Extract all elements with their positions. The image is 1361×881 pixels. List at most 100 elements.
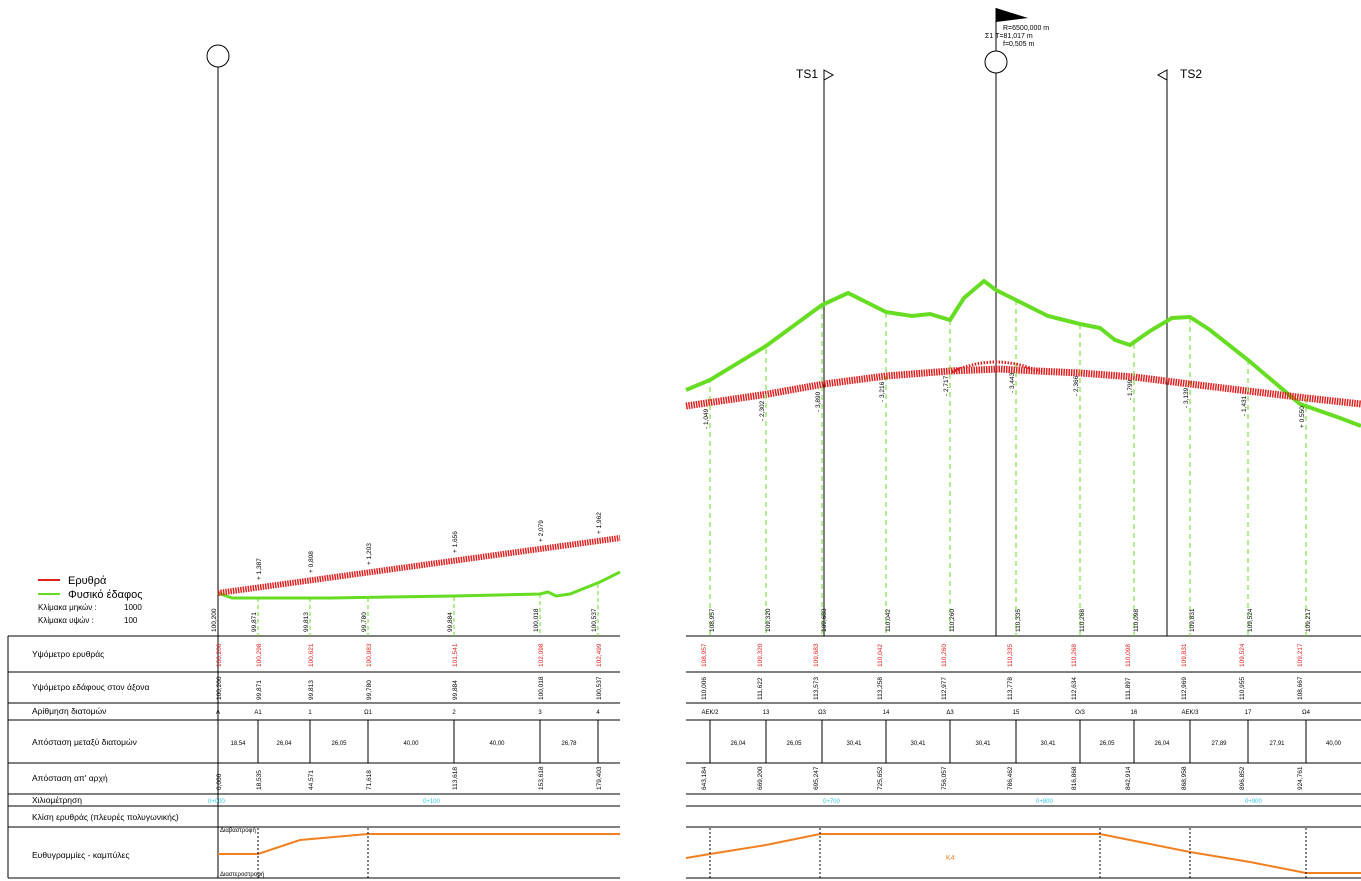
legend-scale-height-label: Κλίμακα υψών : — [38, 616, 94, 625]
spacing-cells: 18,54 26,04 26,05 40,00 40,00 26,78 26,04 26,05… — [230, 720, 1342, 763]
right-red-elevation: 109,320 — [757, 643, 764, 667]
left-diff: + 1,203 — [366, 543, 373, 565]
right-profile — [685, 278, 1361, 428]
chainage-right-1: 0+800 — [1036, 799, 1054, 805]
right-spacing-value: 26,05 — [786, 741, 802, 747]
left-axis-ground-label: 99,813 — [303, 612, 310, 632]
left-diff: + 1,962 — [596, 512, 603, 534]
left-diff: + 2,079 — [538, 520, 545, 542]
right-diff: - 3,890 — [815, 391, 822, 412]
left-axis-ground-label: 99,780 — [361, 612, 368, 632]
left-spacing-value: 40,00 — [489, 741, 505, 747]
left-alignment: Διαβαστροφή Διαστεροστροφή — [218, 827, 620, 878]
row-label-alignment: Ευθυγραμμίες - καμπύλες — [32, 850, 129, 860]
left-section-name: 3 — [538, 710, 542, 716]
left-axis-ground-label: 100,537 — [591, 608, 598, 632]
right-spacing-value: 30,41 — [975, 741, 991, 747]
right-diff: - 2,366 — [1073, 375, 1080, 396]
row-label-section-spacing: Απόσταση μεταξύ διατομών — [32, 737, 137, 747]
left-distance: 113,618 — [452, 767, 459, 790]
right-distance: 868,958 — [1181, 766, 1188, 790]
row-label-distance-from-start: Απόσταση απ' αρχή — [32, 773, 108, 783]
right-axis-label: 110,260 — [949, 609, 956, 632]
left-alignment-text-bottom: Διαστεροστροφή — [220, 871, 264, 878]
left-red-elevation: 100,983 — [366, 643, 373, 667]
row-label-grade: Κλίση ερυθράς (πλευρές πολυγωνικής) — [32, 812, 179, 822]
left-section-name: 2 — [452, 710, 456, 716]
left-ground-elevation: 99,780 — [366, 680, 373, 700]
right-alignment-line — [685, 833, 1361, 874]
curve-tangent: Σ1 T=81,017 m — [985, 33, 1033, 40]
left-red-line — [217, 535, 621, 596]
right-distance: 924,761 — [1297, 766, 1304, 790]
right-red-line — [685, 365, 1361, 410]
right-axis-label: 109,217 — [1305, 608, 1312, 632]
right-spacing-value: 27,89 — [1211, 741, 1227, 747]
right-red-elevation: 110,260 — [941, 644, 948, 667]
right-axis-label: 110,335 — [1015, 609, 1022, 632]
right-spacing-value: 30,41 — [1040, 741, 1056, 747]
left-axis-ground-label: 100,018 — [533, 608, 540, 632]
left-profile — [217, 535, 621, 600]
left-red-elevation: 100,621 — [308, 643, 315, 667]
left-ground-elevation: 100,537 — [596, 676, 603, 700]
right-spacing-value: 27,91 — [1269, 741, 1285, 747]
right-distance: 896,852 — [1239, 766, 1246, 790]
ts1-label: TS1 — [796, 67, 818, 81]
curve-k-label: K4 — [946, 855, 955, 862]
chainage-markers: 0+000 0+100 0+700 0+800 0+900 — [208, 799, 1263, 805]
left-axis-ground-label: 99,871 — [251, 612, 258, 632]
right-axis-label: 110,098 — [1133, 609, 1140, 632]
left-distance: 44,571 — [308, 770, 315, 790]
right-ground-elevation: 113,778 — [1007, 677, 1014, 700]
row-labels: Υψόμετρο ερυθράς Υψόμετρο εδάφους στον ά… — [32, 649, 179, 860]
right-section-name: 14 — [883, 710, 890, 716]
right-ground-elevation: 110,955 — [1239, 677, 1246, 700]
ts1-flag-icon — [823, 69, 835, 81]
left-spacing-value: 26,05 — [331, 741, 347, 747]
left-distance: 71,618 — [366, 770, 373, 790]
left-diff: + 0,808 — [308, 551, 315, 573]
ts-markers: TS1 TS2 — [796, 67, 1202, 636]
right-ground-elevation: 108,667 — [1297, 676, 1304, 700]
right-alignment: K4 — [685, 828, 1361, 878]
right-red-elevation: 110,098 — [1125, 644, 1132, 667]
right-distance: 786,462 — [1007, 766, 1014, 790]
left-stations: 100,200 100,200 A 0,000 100,200 100,298 99,871… — [211, 512, 603, 790]
right-section-name: ΑΕΚ/3 — [1181, 710, 1199, 716]
right-red-elevation: 109,217 — [1297, 643, 1304, 667]
right-table — [686, 635, 1361, 879]
row-label-section-number: Αρίθμηση διατομών — [32, 706, 106, 716]
right-red-elevation: 108,957 — [701, 643, 708, 667]
right-stations: 108,957 110,006 ΑΕΚ/2 643,184 - 1,049 108,957… — [701, 300, 1312, 790]
ts2-label: TS2 — [1180, 67, 1202, 81]
left-axis-ground-label: 100,200 — [211, 608, 218, 632]
right-spacing-value: 40,00 — [1326, 741, 1342, 747]
legend-scale-length-label: Κλίμακα μηκών : — [38, 603, 97, 612]
right-ground-line — [685, 278, 1361, 428]
vertical-curve-marker-icon — [206, 44, 230, 68]
right-ground-elevation: 111,622 — [757, 677, 764, 700]
left-vertical-axis — [206, 44, 230, 636]
right-ground-elevation: 113,258 — [877, 677, 884, 700]
curve-offset: f=0,505 m — [1003, 41, 1034, 48]
right-axis-label: 109,683 — [821, 608, 828, 632]
right-red-elevation: 109,831 — [1181, 643, 1188, 667]
left-red-elevation: 100,200 — [216, 643, 223, 667]
right-ground-elevation: 111,897 — [1125, 677, 1132, 700]
right-diff: - 1,431 — [1241, 395, 1248, 416]
left-spacing-value: 40,00 — [403, 741, 419, 747]
right-red-elevation: 109,683 — [813, 643, 820, 667]
right-axis-label: 109,320 — [765, 608, 772, 632]
chainage-left-0: 0+000 — [208, 799, 226, 805]
left-alignment-text-top: Διαβαστροφή — [220, 827, 256, 834]
right-distance: 669,200 — [757, 766, 764, 790]
left-distance: 18,535 — [256, 770, 263, 790]
right-axis-label: 108,957 — [709, 608, 716, 632]
left-spacing-value: 26,78 — [561, 741, 577, 747]
right-distance: 816,868 — [1071, 766, 1078, 790]
legend: Ερυθρά Φυσικό έδαφος Κλίμακα μηκών : 100… — [38, 575, 143, 625]
right-section-name: ΑΕΚ/2 — [701, 710, 719, 716]
